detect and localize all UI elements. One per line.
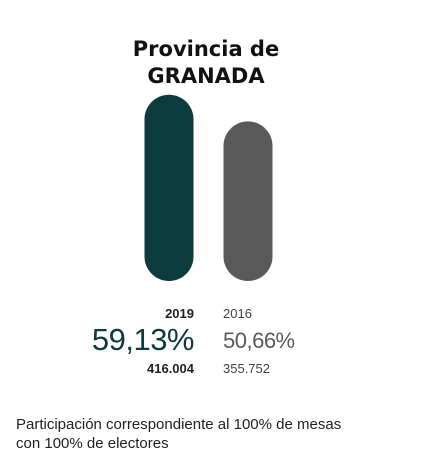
year-label-2016: 2016 [223, 306, 252, 321]
participation-value-2016: 50,66% [223, 328, 295, 353]
footnote: Participación correspondiente al 100% de… [16, 415, 416, 453]
chart-title-line2: GRANADA [147, 64, 265, 88]
votes-count-2016: 355.752 [223, 361, 270, 376]
bar-2019 [144, 94, 194, 281]
votes-count-2019: 416.004 [147, 361, 194, 376]
chart-title-line1: Provincia de [132, 37, 280, 61]
bar-2016 [223, 121, 273, 282]
participation-value-2019: 59,13% [91, 322, 195, 357]
footnote-line1: Participación correspondiente al 100% de… [16, 416, 342, 433]
year-label-2019: 2019 [165, 306, 194, 321]
footnote-line2: con 100% de electores [16, 435, 169, 452]
